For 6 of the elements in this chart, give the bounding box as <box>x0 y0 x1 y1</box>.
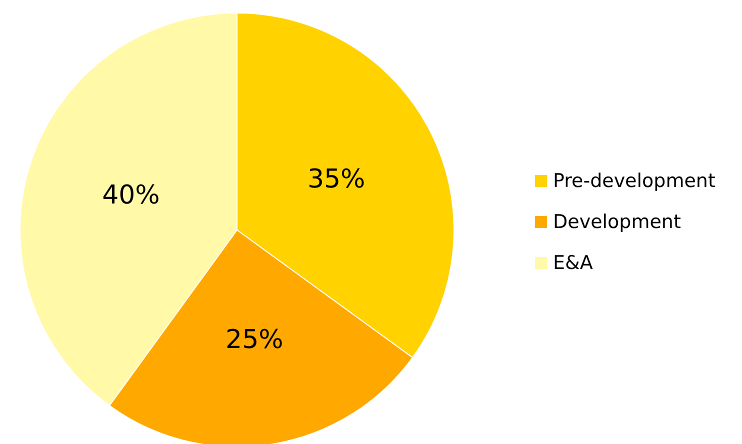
legend-label: E&A <box>553 252 593 274</box>
legend-label: Development <box>553 211 681 233</box>
data-label: 40% <box>102 180 160 211</box>
data-label: 35% <box>307 164 366 194</box>
data-label: 25% <box>226 325 284 356</box>
legend-label: Pre-development <box>553 170 716 192</box>
